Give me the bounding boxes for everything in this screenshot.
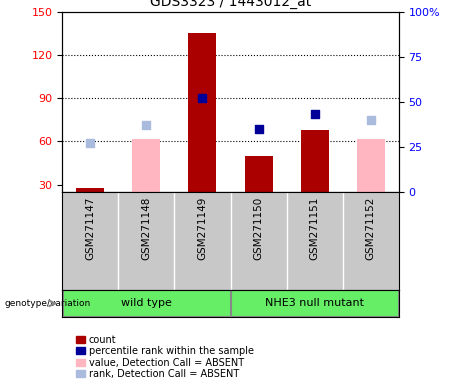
Bar — [189, 33, 217, 192]
Bar — [132, 139, 160, 192]
Text: GSM271152: GSM271152 — [366, 197, 376, 260]
Text: GSM271147: GSM271147 — [85, 197, 95, 260]
Text: GSM271149: GSM271149 — [197, 197, 207, 260]
Text: GSM271148: GSM271148 — [142, 197, 151, 260]
Bar — [76, 188, 104, 192]
Text: GSM271151: GSM271151 — [310, 197, 319, 260]
Legend: count, percentile rank within the sample, value, Detection Call = ABSENT, rank, : count, percentile rank within the sample… — [77, 335, 254, 379]
Point — [255, 126, 262, 132]
Text: wild type: wild type — [121, 298, 172, 308]
Text: genotype/variation: genotype/variation — [5, 299, 91, 308]
FancyBboxPatch shape — [231, 290, 398, 316]
Bar — [244, 156, 272, 192]
Text: NHE3 null mutant: NHE3 null mutant — [265, 298, 364, 308]
Point — [311, 111, 318, 118]
Bar — [301, 130, 329, 192]
Text: GSM271150: GSM271150 — [254, 197, 264, 260]
Title: GDS3323 / 1443012_at: GDS3323 / 1443012_at — [150, 0, 311, 9]
Point — [367, 117, 374, 123]
Bar — [357, 139, 385, 192]
FancyBboxPatch shape — [63, 290, 230, 316]
Point — [142, 122, 150, 128]
Point — [199, 95, 206, 101]
Point — [87, 140, 94, 146]
